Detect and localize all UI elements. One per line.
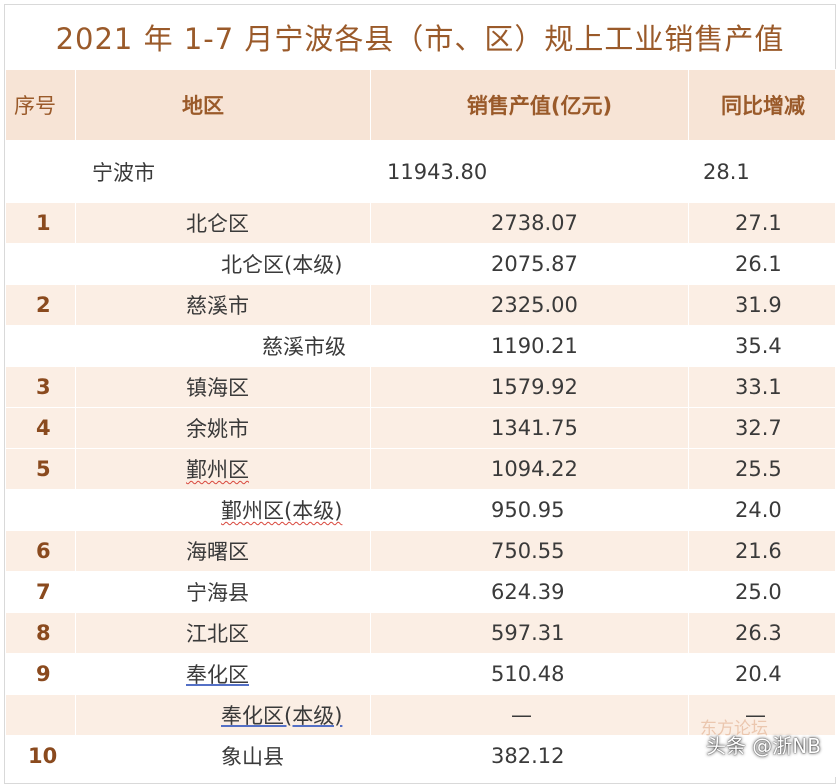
table-row: 5 鄞州区 1094.22 25.5	[5, 448, 836, 490]
row-seq: 3	[5, 366, 76, 408]
table-title: 2021 年 1-7 月宁波各县（市、区）规上工业销售产值	[5, 5, 835, 70]
report-table-frame: 2021 年 1-7 月宁波各县（市、区）规上工业销售产值 序号 地区 销售产值…	[4, 4, 836, 784]
row-yoy: 33.1	[688, 366, 836, 408]
table-row: 7 宁海县 624.39 25.0	[5, 571, 836, 613]
row-seq: 8	[5, 612, 76, 654]
row-seq: 4	[5, 407, 76, 449]
row-seq: 9	[5, 653, 76, 695]
row-yoy: 27.1	[688, 202, 836, 244]
header-row: 序号 地区 销售产值(亿元) 同比增减	[5, 69, 836, 141]
table-row: 北仑区(本级) 2075.87 26.1	[5, 243, 836, 285]
row-seq	[5, 325, 76, 367]
header-seq: 序号	[5, 69, 76, 141]
row-sales: 1190.21	[370, 325, 689, 367]
table-row: 2 慈溪市 2325.00 31.9	[5, 284, 836, 326]
table-row: 1 北仑区 2738.07 27.1	[5, 202, 836, 244]
city-sales: 11943.80	[370, 140, 689, 203]
row-area: 余姚市	[75, 407, 371, 449]
row-area: 鄞州区	[75, 448, 371, 490]
row-seq: 2	[5, 284, 76, 326]
table-row: 6 海曙区 750.55 21.6	[5, 530, 836, 572]
row-sales: 1341.75	[370, 407, 689, 449]
row-seq: 6	[5, 530, 76, 572]
header-area: 地区	[75, 69, 371, 141]
table-row: 鄞州区(本级) 950.95 24.0	[5, 489, 836, 531]
row-sales: 624.39	[370, 571, 689, 613]
row-area: 象山县	[75, 735, 371, 777]
row-yoy: 35.4	[688, 325, 836, 367]
row-yoy: 26.1	[688, 243, 836, 285]
row-seq: 1	[5, 202, 76, 244]
row-yoy: 25.0	[688, 571, 836, 613]
row-area: 镇海区	[75, 366, 371, 408]
header-yoy: 同比增减	[688, 69, 836, 141]
row-yoy: 20.4	[688, 653, 836, 695]
table-row: 9 奉化区 510.48 20.4	[5, 653, 836, 695]
table-row: 3 镇海区 1579.92 33.1	[5, 366, 836, 408]
row-area-label: 鄞州区	[186, 458, 249, 482]
row-seq	[5, 243, 76, 285]
row-yoy: 25.5	[688, 448, 836, 490]
row-area: 海曙区	[75, 530, 371, 572]
table-row: 8 江北区 597.31 26.3	[5, 612, 836, 654]
row-seq	[5, 489, 76, 531]
header-sales: 销售产值(亿元)	[370, 69, 689, 141]
row-sales: 597.31	[370, 612, 689, 654]
row-area: 慈溪市	[75, 284, 371, 326]
sales-table: 序号 地区 销售产值(亿元) 同比增减 宁波市 11943.80 28.1 1 …	[5, 69, 836, 777]
row-sales: 382.12	[370, 735, 689, 777]
row-area: 北仑区	[75, 202, 371, 244]
row-area: 奉化区(本级)	[75, 694, 371, 736]
row-sales: 2325.00	[370, 284, 689, 326]
row-yoy: 26.3	[688, 612, 836, 654]
row-sales: 1579.92	[370, 366, 689, 408]
row-yoy	[688, 735, 836, 777]
row-sales: 1094.22	[370, 448, 689, 490]
row-area: 江北区	[75, 612, 371, 654]
row-area-label: 奉化区	[186, 663, 249, 687]
toutiao-watermark: 头条 @浙NB	[705, 734, 821, 758]
row-yoy: 21.6	[688, 530, 836, 572]
city-yoy: 28.1	[688, 140, 836, 203]
row-area: 北仑区(本级)	[75, 243, 371, 285]
row-area: 鄞州区(本级)	[75, 489, 371, 531]
row-yoy: 32.7	[688, 407, 836, 449]
table-row: 4 余姚市 1341.75 32.7	[5, 407, 836, 449]
row-sales: 2738.07	[370, 202, 689, 244]
city-seq	[5, 140, 76, 203]
forum-watermark: 东方论坛	[700, 719, 768, 739]
row-sales: 510.48	[370, 653, 689, 695]
row-area: 宁海县	[75, 571, 371, 613]
row-area-label: 奉化区(本级)	[221, 704, 343, 728]
table-row: 慈溪市级 1190.21 35.4	[5, 325, 836, 367]
city-area: 宁波市	[75, 140, 371, 203]
row-area-label: 鄞州区(本级)	[221, 499, 343, 523]
row-sales: 950.95	[370, 489, 689, 531]
row-yoy: 31.9	[688, 284, 836, 326]
row-seq	[5, 694, 76, 736]
row-sales: —	[370, 694, 689, 736]
row-sales: 750.55	[370, 530, 689, 572]
row-seq: 10	[5, 735, 76, 777]
row-area: 奉化区	[75, 653, 371, 695]
row-seq: 7	[5, 571, 76, 613]
row-yoy: 24.0	[688, 489, 836, 531]
row-area: 慈溪市级	[75, 325, 371, 367]
row-seq: 5	[5, 448, 76, 490]
row-sales: 2075.87	[370, 243, 689, 285]
city-total-row: 宁波市 11943.80 28.1	[5, 140, 836, 203]
